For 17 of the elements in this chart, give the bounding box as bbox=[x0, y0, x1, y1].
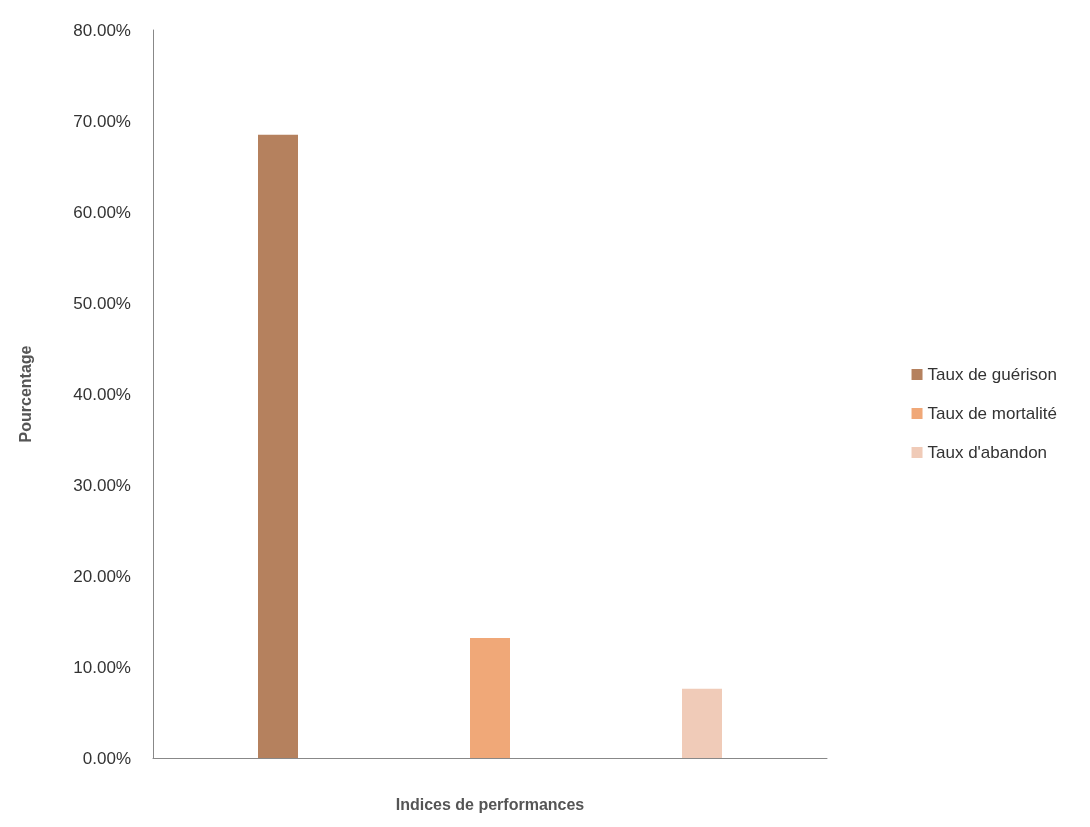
y-tick-label: 20.00% bbox=[73, 566, 131, 586]
bar bbox=[682, 688, 722, 758]
y-tick-label: 10.00% bbox=[73, 657, 131, 677]
legend-label: Taux de guérison bbox=[927, 365, 1058, 384]
y-tick-label: 80.00% bbox=[73, 20, 131, 40]
x-axis-title: Indices de performances bbox=[395, 795, 585, 813]
y-tick-label: 70.00% bbox=[73, 111, 131, 131]
y-tick-label: 0.00% bbox=[82, 748, 131, 768]
legend-label: Taux d'abandon bbox=[927, 443, 1048, 462]
y-tick-label: 40.00% bbox=[73, 384, 131, 404]
y-tick-label: 50.00% bbox=[73, 293, 131, 313]
y-tick-label: 30.00% bbox=[73, 475, 131, 495]
bar bbox=[258, 134, 298, 758]
bar bbox=[470, 637, 510, 758]
y-tick-label: 60.00% bbox=[73, 202, 131, 222]
y-axis-title: Pourcentage bbox=[16, 345, 34, 443]
legend-label: Taux de mortalité bbox=[927, 404, 1057, 423]
